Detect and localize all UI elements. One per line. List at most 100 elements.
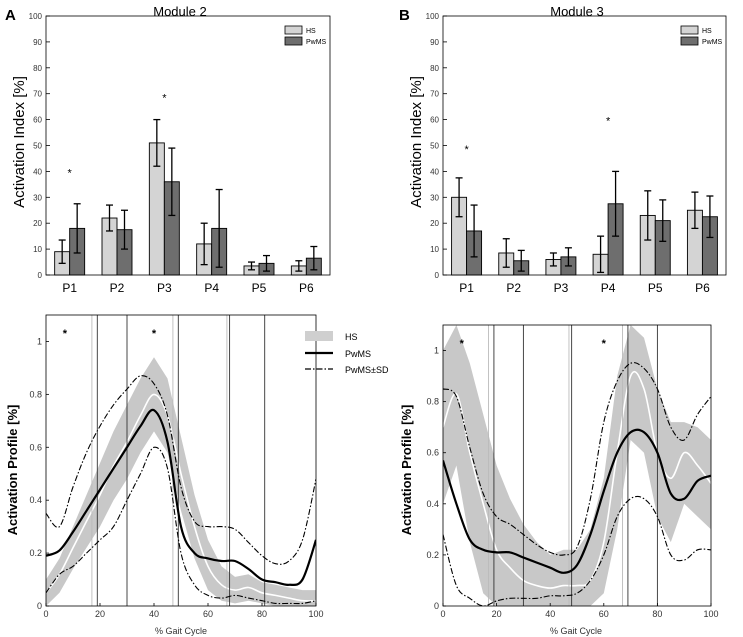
significance-star: * — [602, 338, 607, 350]
y-tick-label: 70 — [430, 90, 439, 99]
y-axis-label-module3: Activation Index [%] — [408, 76, 425, 208]
significance-star: * — [464, 144, 469, 156]
profile-chart-module2: 0 20 40 60 80 100 0 0.2 0.4 0.6 0.8 1 * * — [29, 314, 324, 619]
category-label: P4 — [204, 281, 219, 295]
x-tick-label: 0 — [43, 609, 48, 619]
y-axis-label-profile-b: Activation Profile [%] — [399, 405, 414, 536]
y-tick-label: 100 — [29, 12, 43, 21]
legend-profile: HS PwMS PwMS±SD — [305, 331, 389, 375]
panel-letter-a: A — [5, 7, 16, 24]
y-tick-label: 10 — [430, 245, 439, 254]
category-label: P6 — [299, 281, 314, 295]
plot-area — [46, 315, 316, 606]
significance-star: * — [152, 328, 157, 340]
legend-module2: HS PwMS — [284, 25, 327, 46]
hs-band — [443, 325, 711, 606]
significance-star: * — [63, 328, 68, 340]
pwms-sd-upper — [443, 362, 711, 556]
y-tick-label: 100 — [426, 12, 440, 21]
profile-chart-module3: 0 20 40 60 80 100 0 0.2 0.4 0.6 0.8 1 * * — [426, 324, 719, 619]
y-tick-label: 0 — [37, 601, 42, 611]
legend-label-hs: HS — [306, 28, 316, 35]
x-tick-label: 20 — [492, 609, 502, 619]
category-label: P5 — [648, 281, 663, 295]
x-tick-label: 60 — [599, 609, 609, 619]
y-tick-label: 80 — [430, 64, 439, 73]
category-label: P1 — [459, 281, 474, 295]
y-tick-label: 0.8 — [426, 397, 439, 407]
y-tick-label: 30 — [33, 193, 42, 202]
legend-label-hs-band: HS — [345, 332, 358, 342]
x-tick-label: 100 — [703, 609, 718, 619]
category-label: P1 — [62, 281, 77, 295]
y-tick-label: 0.6 — [29, 442, 42, 452]
legend-swatch-pwms — [680, 36, 699, 46]
category-label: P3 — [554, 281, 569, 295]
pwms-mean-line — [46, 408, 316, 587]
x-tick-label: 20 — [95, 609, 105, 619]
y-tick-label: 50 — [430, 142, 439, 151]
x-tick-label: 0 — [440, 609, 445, 619]
category-label: P2 — [110, 281, 125, 295]
category-label: P6 — [695, 281, 710, 295]
y-tick-label: 0.6 — [426, 448, 439, 458]
pwms-sd-lower — [443, 495, 711, 606]
y-tick-label: 0.8 — [29, 389, 42, 399]
x-tick-label: 80 — [257, 609, 267, 619]
legend-swatch-hs — [284, 25, 303, 35]
x-tick-label: 60 — [203, 609, 213, 619]
pwms-sd-lower — [46, 446, 316, 605]
hs-mean-line — [46, 393, 316, 602]
chart-title-module3: Module 3 — [550, 4, 603, 19]
panel-letter-b: B — [399, 7, 410, 24]
significance-star: * — [162, 92, 167, 104]
y-tick-label: 70 — [33, 90, 42, 99]
legend-label-pwms-sd: PwMS±SD — [345, 365, 389, 375]
y-tick-label: 10 — [33, 245, 42, 254]
y-axis-label-profile-a: Activation Profile [%] — [5, 405, 20, 536]
x-tick-label: 80 — [652, 609, 662, 619]
y-tick-label: 20 — [430, 219, 439, 228]
y-tick-label: 40 — [33, 167, 42, 176]
y-tick-label: 0.4 — [426, 499, 439, 509]
x-tick-label: 100 — [308, 609, 323, 619]
plot-frame — [442, 324, 712, 607]
legend-swatch-pwms — [284, 36, 303, 46]
plot-frame — [45, 15, 331, 276]
y-tick-label: 1 — [434, 346, 439, 356]
y-tick-label: 30 — [430, 193, 439, 202]
legend-swatch-hs-band — [305, 331, 333, 341]
y-tick-label: 0.4 — [29, 495, 42, 505]
category-label: P2 — [506, 281, 521, 295]
category-label: P4 — [601, 281, 616, 295]
x-tick-label: 40 — [149, 609, 159, 619]
hs-band — [46, 357, 316, 606]
y-tick-label: 40 — [430, 167, 439, 176]
significance-star: * — [606, 116, 611, 128]
legend-label-hs: HS — [702, 28, 712, 35]
pwms-mean-line — [443, 428, 711, 574]
y-tick-label: 0.2 — [426, 550, 439, 560]
bar-chart-module2: 0 10 20 30 40 50 60 70 80 90 100 P1 P2 P3 P4 P5 P6 * * — [29, 12, 331, 295]
y-tick-label: 80 — [33, 64, 42, 73]
legend-label-pwms-line: PwMS — [345, 349, 371, 359]
legend-label-pwms: PwMS — [702, 39, 723, 46]
y-tick-label: 60 — [430, 116, 439, 125]
y-tick-label: 50 — [33, 142, 42, 151]
y-tick-label: 90 — [33, 38, 42, 47]
y-tick-label: 0 — [38, 271, 43, 280]
legend-module3: HS PwMS — [680, 25, 723, 46]
y-tick-label: 20 — [33, 219, 42, 228]
y-axis-label-module2: Activation Index [%] — [11, 76, 28, 208]
y-tick-label: 1 — [37, 336, 42, 346]
plot-frame — [45, 314, 317, 607]
x-axis-label-profile-a: % Gait Cycle — [155, 626, 207, 636]
y-tick-label: 60 — [33, 116, 42, 125]
category-label: P5 — [252, 281, 267, 295]
y-tick-label: 0.2 — [29, 548, 42, 558]
x-axis-label-profile-b: % Gait Cycle — [550, 626, 602, 636]
significance-star: * — [68, 167, 73, 179]
y-tick-label: 0 — [434, 601, 439, 611]
x-tick-label: 40 — [545, 609, 555, 619]
bar-chart-module3: 0 10 20 30 40 50 60 70 80 90 100 P1 P2 P3 P4 P5 P6 * * — [426, 12, 727, 295]
